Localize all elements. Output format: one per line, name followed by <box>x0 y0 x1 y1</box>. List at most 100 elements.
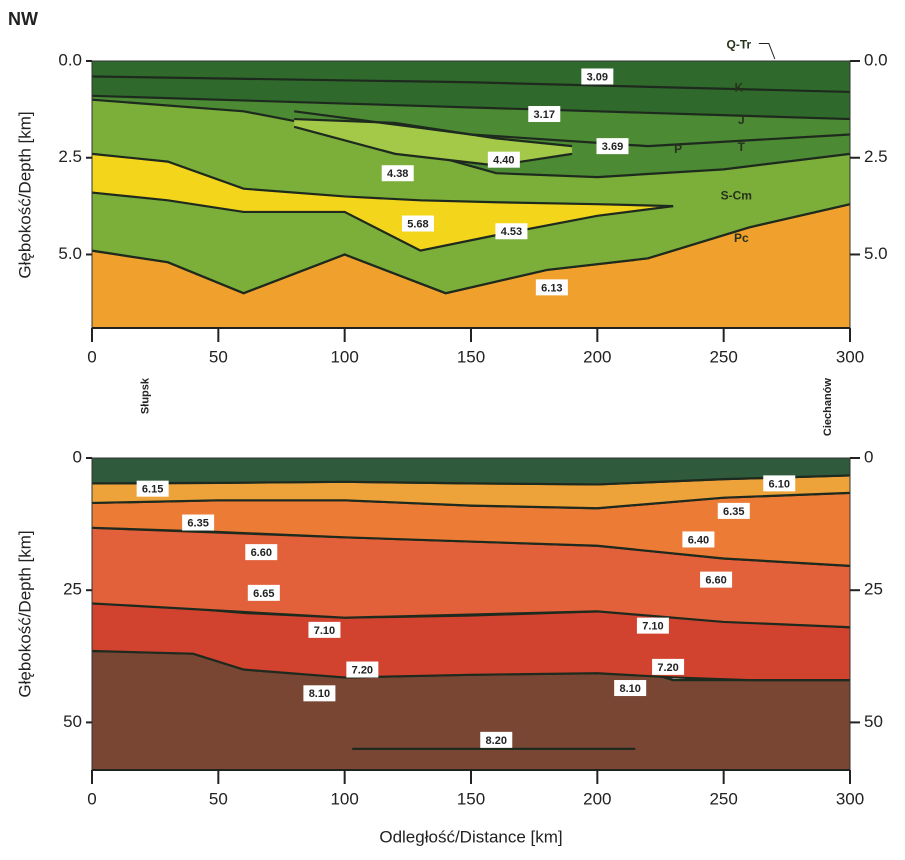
place-label: Ciechanów <box>822 378 834 437</box>
velocity-label: 7.10 <box>642 621 663 633</box>
layer <box>92 153 674 251</box>
label-box <box>401 215 434 232</box>
label-box <box>652 658 685 675</box>
layer-boundary <box>91 94 851 121</box>
layer-boundary <box>91 191 674 252</box>
y-tick-label: 2.5 <box>864 147 888 166</box>
y-tick-label: 0.0 <box>864 50 888 69</box>
label-box <box>303 685 336 702</box>
label-box <box>381 165 414 182</box>
x-tick-label: 200 <box>583 789 611 808</box>
velocity-label: 3.69 <box>602 141 623 153</box>
velocity-label: 6.15 <box>142 484 163 496</box>
unit-label: Pc <box>734 231 749 245</box>
layer-boundary <box>91 649 850 682</box>
label-box <box>581 68 614 85</box>
y-tick-label: 25 <box>864 580 883 599</box>
label-box <box>487 151 520 168</box>
velocity-label: 4.40 <box>493 155 514 167</box>
y-tick-label: 5.0 <box>864 244 888 263</box>
unit-label: J <box>738 113 745 127</box>
y-axis-label: Głębokość/Depth [km] <box>15 530 34 697</box>
layer <box>92 492 850 566</box>
unit-label: T <box>738 140 746 154</box>
velocity-label: 6.40 <box>688 534 709 546</box>
layer <box>92 204 850 328</box>
x-tick-label: 100 <box>330 347 358 366</box>
layer <box>92 61 850 120</box>
velocity-label: 8.10 <box>309 688 330 700</box>
layer-boundary <box>91 491 851 510</box>
x-tick-label: 250 <box>709 789 737 808</box>
label-box <box>763 475 796 492</box>
velocity-label: 3.17 <box>534 109 555 121</box>
velocity-label: 6.65 <box>253 588 274 600</box>
y-tick-label: 0 <box>864 447 873 466</box>
place-label: Słupsk <box>140 377 152 414</box>
label-box <box>247 584 280 601</box>
unit-label: K <box>734 80 743 94</box>
velocity-label: 3.09 <box>587 71 608 83</box>
layer <box>92 651 850 770</box>
label-box <box>717 502 750 519</box>
label-box <box>136 480 169 497</box>
x-tick-label: 250 <box>709 347 737 366</box>
velocity-label: 7.10 <box>314 625 335 637</box>
label-box <box>614 680 647 697</box>
layer-boundary <box>91 602 851 629</box>
x-tick-label: 100 <box>330 789 358 808</box>
boundary-line <box>91 75 851 94</box>
velocity-label: 6.60 <box>705 575 726 587</box>
label-box <box>535 279 568 296</box>
label-box <box>480 731 513 748</box>
label-box <box>245 544 278 561</box>
x-tick-label: 150 <box>457 347 485 366</box>
velocity-label: 8.10 <box>619 683 640 695</box>
velocity-label: 5.68 <box>407 218 428 230</box>
label-box <box>700 571 733 588</box>
layer-boundary <box>293 125 573 167</box>
layer-boundary <box>91 152 674 208</box>
corner-label: NW <box>8 9 38 29</box>
y-axis-label: Głębokość/Depth [km] <box>15 111 34 278</box>
label-box <box>636 617 669 634</box>
unit-label: Q-Tr <box>726 38 751 52</box>
label-box <box>528 106 561 123</box>
velocity-label: 4.53 <box>501 226 522 238</box>
velocity-label: 7.20 <box>657 662 678 674</box>
label-box <box>682 531 715 548</box>
y-tick-label: 50 <box>864 712 883 731</box>
velocity-label: 6.10 <box>769 478 790 490</box>
x-tick-label: 200 <box>583 347 611 366</box>
velocity-label: 6.35 <box>723 506 744 518</box>
y-tick-label: 0.0 <box>58 50 82 69</box>
unit-label: S-Cm <box>721 189 752 203</box>
layer-boundary <box>91 203 851 295</box>
boundary-line <box>293 110 851 148</box>
unit-label: P <box>674 142 682 156</box>
x-tick-label: 0 <box>87 347 96 366</box>
x-tick-label: 0 <box>87 789 96 808</box>
y-tick-label: 5.0 <box>58 244 82 263</box>
y-tick-label: 2.5 <box>58 147 82 166</box>
x-tick-label: 300 <box>836 347 864 366</box>
y-tick-label: 0 <box>73 447 82 466</box>
x-tick-label: 300 <box>836 789 864 808</box>
velocity-label: 7.20 <box>352 664 373 676</box>
label-box <box>182 514 215 531</box>
layer-boundary <box>91 474 851 486</box>
velocity-label: 4.38 <box>387 168 408 180</box>
velocity-label: 8.20 <box>486 735 507 747</box>
y-tick-label: 50 <box>63 712 82 731</box>
y-tick-label: 25 <box>63 580 82 599</box>
x-tick-label: 50 <box>209 789 228 808</box>
velocity-label: 6.35 <box>187 517 208 529</box>
velocity-label: 6.13 <box>541 282 562 294</box>
unit-pointer <box>758 43 776 60</box>
label-box <box>308 621 341 638</box>
velocity-label: 6.60 <box>251 547 272 559</box>
layer-boundary <box>91 526 851 567</box>
x-tick-label: 150 <box>457 789 485 808</box>
label-box <box>596 138 629 155</box>
